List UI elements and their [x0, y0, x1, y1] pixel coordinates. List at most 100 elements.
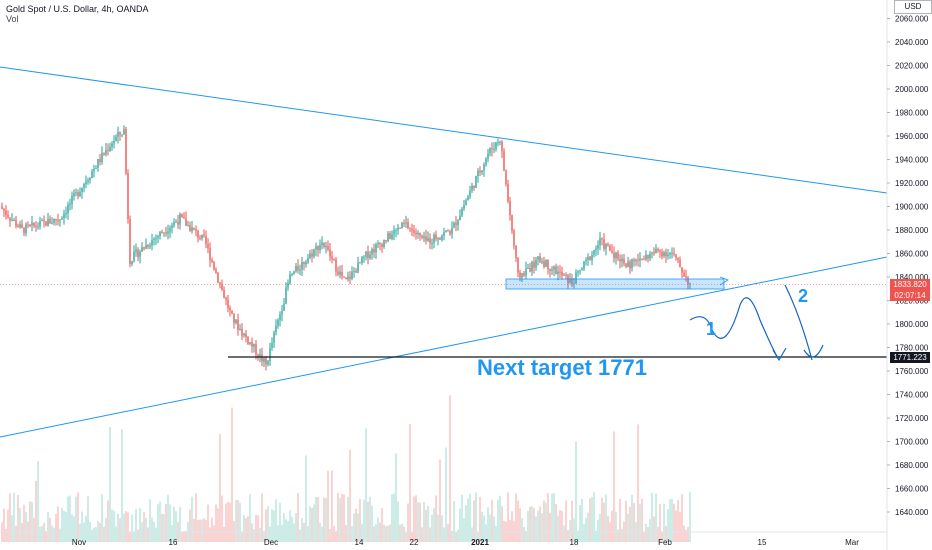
candle-body	[79, 192, 81, 197]
volume-bar	[275, 499, 277, 542]
last-price-tag: 1833.820	[890, 279, 930, 290]
candle-body	[203, 234, 205, 237]
volume-bar	[365, 428, 367, 542]
volume-bar	[289, 510, 291, 542]
volume-bar	[305, 455, 307, 542]
candle-body	[505, 170, 507, 184]
wave-2-label[interactable]: 2	[798, 286, 809, 306]
volume-bar	[349, 449, 351, 542]
volume-bar	[445, 447, 447, 542]
ascending-trendline	[0, 256, 888, 438]
candle-body	[621, 258, 623, 262]
candle-body	[345, 277, 347, 280]
volume-bar	[489, 514, 491, 542]
symbol-title[interactable]: Gold Spot / U.S. Dollar, 4h, OANDA	[6, 4, 149, 14]
volume-bar	[569, 519, 571, 542]
drawings[interactable]	[0, 66, 888, 438]
volume-bar	[611, 510, 613, 542]
volume-bar	[71, 514, 73, 542]
candle-body	[3, 208, 5, 211]
candle-body	[447, 230, 449, 232]
target-annotation[interactable]: Next target 1771	[477, 355, 647, 380]
volume-bar	[367, 501, 369, 542]
volume-bar	[577, 530, 579, 542]
volume-bar	[31, 502, 33, 542]
volume-bar	[307, 526, 309, 542]
price-tick-label: 1860.000	[895, 250, 929, 259]
currency-label[interactable]: USD	[894, 0, 932, 14]
candle-body	[239, 328, 241, 330]
volume-bar	[303, 523, 305, 542]
volume-bar	[29, 501, 31, 542]
candle-body	[643, 258, 645, 260]
volume-bar	[369, 496, 371, 542]
volume-bar	[551, 493, 553, 542]
time-tick-label: Feb	[658, 538, 672, 547]
candle-body	[331, 256, 333, 259]
volume-bar	[559, 510, 561, 542]
candle-body	[159, 231, 161, 237]
candle-body	[25, 224, 27, 234]
volume-bar	[59, 528, 61, 542]
volume-bar	[545, 502, 547, 542]
candle-body	[603, 239, 605, 249]
volume-bar	[313, 504, 315, 542]
volume-bar	[481, 511, 483, 542]
volume-bar	[169, 504, 171, 542]
candle-body	[343, 276, 345, 278]
support-zone-rect	[505, 278, 725, 290]
volume-bar	[519, 508, 521, 542]
volume-bar	[135, 509, 137, 542]
candle-body	[499, 141, 501, 143]
candle-body	[139, 251, 141, 257]
volume-bar	[589, 498, 591, 542]
volume-bar	[291, 517, 293, 542]
volume-bar	[413, 496, 415, 542]
candle-body	[379, 243, 381, 245]
candle-body	[571, 278, 573, 285]
price-tick-label: 1640.000	[895, 508, 929, 517]
volume-bar	[455, 531, 457, 542]
volume-bar	[637, 424, 639, 542]
volume-bar	[269, 526, 271, 542]
wave-1-path	[689, 297, 779, 359]
candle-body	[259, 354, 261, 358]
candle-body	[503, 151, 505, 171]
volume-bar	[53, 527, 55, 542]
volume-bar	[63, 510, 65, 542]
volume-bar	[257, 515, 259, 542]
candle-body	[393, 230, 395, 235]
candle-body	[489, 148, 491, 154]
volume-bar	[337, 492, 339, 542]
volume-bar	[567, 530, 569, 542]
candle-body	[101, 152, 103, 163]
candle-body	[681, 267, 683, 273]
candle-body	[179, 214, 181, 225]
volume-bar	[211, 517, 213, 542]
candle-body	[163, 232, 165, 234]
candle-body	[361, 257, 363, 263]
volume-bar	[195, 493, 197, 542]
candle-body	[241, 328, 243, 336]
candle-body	[667, 254, 669, 257]
time-tick-label: Nov	[72, 538, 86, 547]
candle-body	[225, 297, 227, 300]
candle-body	[69, 203, 71, 205]
volume-bar	[235, 500, 237, 542]
candle-body	[423, 236, 425, 238]
candle-body	[71, 196, 73, 204]
candle-body	[313, 249, 315, 257]
wave-1-label[interactable]: 1	[706, 319, 717, 339]
volume-bar	[309, 506, 311, 542]
candle-body	[675, 254, 677, 258]
volume-indicator-label[interactable]: Vol	[6, 14, 19, 24]
volume-bar	[591, 497, 593, 542]
volume-bar	[151, 517, 153, 542]
volume-bar	[437, 514, 439, 542]
candle-body	[417, 232, 419, 235]
candle-body	[115, 136, 117, 141]
volume-bar	[593, 492, 595, 542]
volume-bar	[677, 499, 679, 542]
